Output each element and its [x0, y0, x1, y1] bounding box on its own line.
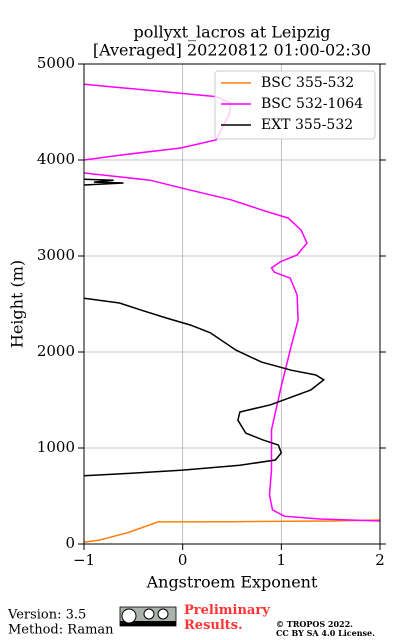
lines — [84, 83, 380, 543]
chart-title: pollyxt_lacros at Leipzig — [133, 23, 330, 42]
legend-label: BSC 355-532 — [261, 75, 354, 91]
y-tick-label: 2000 — [37, 342, 75, 360]
plot-frame — [83, 63, 381, 545]
method: Method: Raman — [8, 623, 114, 638]
legend-label: BSC 532-1064 — [261, 96, 363, 112]
y-tick-label: 0 — [65, 534, 75, 552]
y-tick-label: 5000 — [37, 54, 75, 72]
copyright: © TROPOS 2022. — [276, 619, 353, 629]
x-tick-label: 1 — [277, 551, 287, 569]
copyright: CC BY SA 4.0 License. — [276, 628, 375, 638]
x-tick-label: −1 — [73, 551, 95, 569]
legend-box — [214, 70, 376, 140]
data-line — [84, 178, 326, 477]
y-tick-label: 1000 — [37, 438, 75, 456]
cc-logo — [119, 606, 177, 627]
y-tick-label: 3000 — [37, 246, 75, 264]
legend: BSC 355-532 BSC 532-1064 EXT 355-532 — [214, 70, 376, 140]
status: Preliminary Results. — [184, 603, 270, 633]
data-line — [84, 83, 380, 522]
version: Version: 3.5 — [7, 608, 86, 623]
x-tick-label: 2 — [375, 551, 385, 569]
chart-title: [Averaged] 20220812 01:00-02:30 — [93, 41, 371, 60]
y-axis-label: Height (m) — [8, 260, 27, 348]
data-line — [84, 519, 380, 543]
x-tick-label: 0 — [178, 551, 188, 569]
x-axis-label: Angstroem Exponent — [146, 573, 318, 592]
legend-label: EXT 355-532 — [261, 117, 353, 133]
y-tick-label: 4000 — [37, 150, 75, 168]
